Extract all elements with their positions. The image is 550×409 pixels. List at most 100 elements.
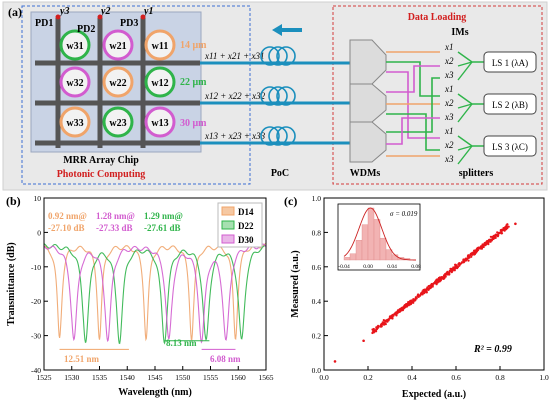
- x-tick-label: 1560: [231, 373, 246, 382]
- scatter-point: [496, 233, 499, 236]
- scatter-point: [499, 231, 502, 234]
- x-tick-label: 1530: [64, 373, 79, 382]
- scatter-point: [476, 249, 479, 253]
- scatter-point: [473, 249, 477, 252]
- inset-tick-label: 0.00: [363, 264, 373, 270]
- ring-w21: [102, 29, 134, 61]
- scatter-point: [488, 240, 492, 243]
- scatter-point: [481, 243, 484, 246]
- inset-tick-label: 0.08: [411, 264, 421, 270]
- sum-label: x11 + x21 + x31: [204, 51, 264, 61]
- input-label: x3: [444, 154, 454, 164]
- scatter-point: [496, 231, 499, 234]
- x-tick-label: 1540: [120, 373, 135, 382]
- ring-label: w32: [66, 78, 83, 89]
- scatter-point: [362, 339, 365, 343]
- legend-swatch-d22: [221, 220, 235, 230]
- y-tick-label: -20: [31, 297, 41, 306]
- pd-label: PD1: [35, 18, 53, 29]
- histogram-bar: [355, 240, 363, 261]
- x-tick-label: 1555: [203, 373, 218, 382]
- input-label: x2: [444, 98, 454, 108]
- photodetector-markers: [55, 14, 146, 20]
- output-label: y2: [100, 6, 110, 17]
- scatter-point: [417, 295, 420, 298]
- y-tick-label: 0.0: [312, 366, 322, 375]
- r-squared-label: R² = 0.99: [473, 344, 512, 355]
- scatter-point: [383, 319, 386, 322]
- ring-label: w33: [66, 118, 83, 129]
- scatter-point: [454, 263, 457, 266]
- spectrum-y-axis-label: Transmittance (dB): [6, 242, 17, 325]
- chip-title: MRR Array Chip: [63, 155, 139, 166]
- scatter-point: [396, 312, 399, 315]
- fwhm-annotation-d30: 1.28 nm@: [96, 211, 135, 221]
- panel-a: (a) w31 w21 w11 w32 w22: [2, 1, 548, 191]
- histogram-bar: [361, 224, 369, 261]
- x-tick-label: 1.0: [539, 373, 549, 382]
- scatter-point: [410, 299, 413, 302]
- scatter-point: [431, 285, 434, 288]
- scatter-plot-frame: [323, 197, 545, 371]
- ims-label: IMs: [451, 27, 468, 38]
- scatter-point: [422, 288, 425, 292]
- x-tick-label: 1535: [92, 373, 107, 382]
- inset-tick-label: -0.04: [338, 264, 350, 270]
- input-label: x3: [444, 70, 454, 80]
- scatter-point: [407, 301, 410, 304]
- scatter-x-axis-label: Expected (a.u.): [402, 389, 466, 400]
- scatter-point: [420, 293, 423, 296]
- scatter-point: [399, 309, 402, 312]
- scatter-point: [507, 225, 510, 228]
- inset-histogram: -0.04 0.00 0.04 0.08: [338, 207, 421, 270]
- spectrum-plot-frame: [43, 197, 267, 371]
- scatter-point: [405, 303, 408, 306]
- scatter-point: [489, 235, 492, 238]
- scatter-point: [448, 270, 451, 273]
- x-tick-label: 0.4: [407, 373, 417, 382]
- photodetector-labels: PD1 PD2 PD3 y3 y2 y1: [35, 6, 153, 35]
- histogram-bar: [349, 253, 357, 261]
- scatter-point: [415, 296, 418, 299]
- sum-label: x13 + x23 + x33: [204, 131, 266, 141]
- wdms-label: WDMs: [350, 168, 381, 179]
- scatter-point: [426, 286, 429, 289]
- scatter-point: [407, 303, 410, 306]
- scatter-point: [444, 275, 447, 278]
- ring-w13: [144, 106, 176, 138]
- input-label: x1: [444, 42, 454, 52]
- histogram-bar: [385, 249, 393, 261]
- scatter-point: [480, 246, 483, 249]
- output-label: y1: [143, 6, 153, 17]
- histogram-bar: [373, 219, 381, 261]
- scatter-point: [424, 290, 427, 293]
- laser-source-label: LS 2 (λB): [492, 100, 528, 110]
- panel-a-label: (a): [8, 5, 22, 19]
- photonic-computing-box: [21, 5, 251, 185]
- scatter-point: [506, 223, 509, 226]
- x-tick-label: 1525: [37, 373, 52, 382]
- scatter-point: [492, 236, 495, 239]
- scatter-point: [487, 241, 490, 244]
- scatter-point: [421, 290, 424, 293]
- scatter-point: [504, 226, 507, 229]
- ring-row-3: w33 w23 w13: [59, 106, 176, 138]
- ring-label: w22: [109, 78, 126, 89]
- depth-annotation-d22: -27.61 dB: [144, 223, 181, 233]
- scatter-point: [333, 360, 337, 363]
- laser-source-label: LS 3 (λC): [492, 142, 528, 152]
- scatter-point: [501, 229, 504, 232]
- pd-label: PD2: [77, 24, 95, 35]
- ring-w23: [102, 106, 134, 138]
- waveguide-grid: [35, 18, 200, 148]
- scatter-point: [456, 265, 459, 268]
- scatter-chart: 0.0 0.2 0.4 0.6 0.8 1.0 0.0 0.2 0.4 0.6 0.8 1.0: [312, 194, 549, 382]
- ring-label: w31: [66, 41, 83, 52]
- scatter-point: [467, 259, 470, 262]
- fsr-annotation-d22: 8.13 nm: [166, 338, 197, 348]
- scatter-point: [397, 309, 400, 312]
- panel-b-label: (b): [6, 194, 21, 208]
- scatter-point: [412, 298, 415, 301]
- input-label: x2: [444, 56, 454, 66]
